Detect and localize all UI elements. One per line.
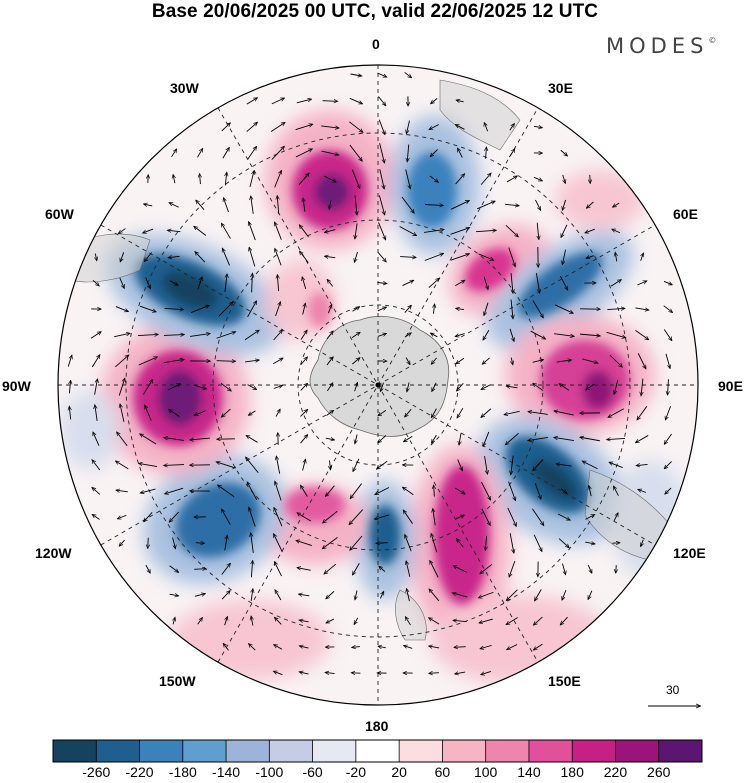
colorbar-tick-label: -180 <box>168 764 197 780</box>
colorbar-swatch <box>312 740 357 762</box>
reference-vector-label: 30 <box>666 683 680 697</box>
lon-label-0: 0 <box>372 36 380 52</box>
colorbar-swatch <box>572 740 616 762</box>
lon-label-120w: 120W <box>35 545 72 561</box>
lon-label-120e: 120E <box>673 545 706 561</box>
lon-label-90e: 90E <box>718 378 743 394</box>
colorbar-tick-label: -60 <box>302 764 323 780</box>
lon-label-150e: 150E <box>548 673 581 689</box>
colorbar <box>52 739 703 763</box>
colorbar-swatch <box>355 740 400 762</box>
modes-logo: MODES© <box>606 34 717 58</box>
lon-label-90w: 90W <box>2 378 31 394</box>
lon-label-60w: 60W <box>45 206 74 222</box>
antarctica-landmass <box>309 315 450 437</box>
colorbar-tick-label: 100 <box>473 764 498 780</box>
colorbar-tick-label: 220 <box>603 764 628 780</box>
map-boundary <box>57 64 699 706</box>
colorbar-tick-label: -20 <box>345 764 366 780</box>
colorbar-tick-label: -220 <box>125 764 154 780</box>
colorbar-swatch <box>399 740 443 762</box>
colorbar-swatch <box>226 740 270 762</box>
colorbar-tick-label: 20 <box>391 764 407 780</box>
colorbar-tick-label: 60 <box>434 764 451 780</box>
colorbar-swatch <box>485 740 530 762</box>
colorbar-swatch <box>528 740 573 762</box>
lon-label-30w: 30W <box>170 80 199 96</box>
colorbar-swatch <box>615 740 660 762</box>
colorbar-swatch <box>442 740 487 762</box>
colorbar-swatch <box>269 740 314 762</box>
lon-label-60e: 60E <box>673 206 698 222</box>
colorbar-swatch <box>658 740 703 762</box>
colorbar-swatch <box>96 740 141 762</box>
colorbar-swatch <box>182 740 227 762</box>
colorbar-tick-label: -260 <box>82 764 111 780</box>
colorbar-tick-label: -100 <box>255 764 284 780</box>
colorbar-swatch <box>139 740 184 762</box>
colorbar-tick-label: 180 <box>560 764 584 780</box>
lon-label-150w: 150W <box>159 673 196 689</box>
map-title: Base 20/06/2025 00 UTC, valid 22/06/2025… <box>151 1 599 22</box>
colorbar-tick-label: -140 <box>212 764 241 780</box>
lon-label-30e: 30E <box>548 80 573 96</box>
colorbar-tick-label: 260 <box>647 764 671 780</box>
colorbar-swatch <box>53 740 97 762</box>
colorbar-tick-label: 140 <box>517 764 541 780</box>
lon-label-180: 180 <box>365 718 389 734</box>
